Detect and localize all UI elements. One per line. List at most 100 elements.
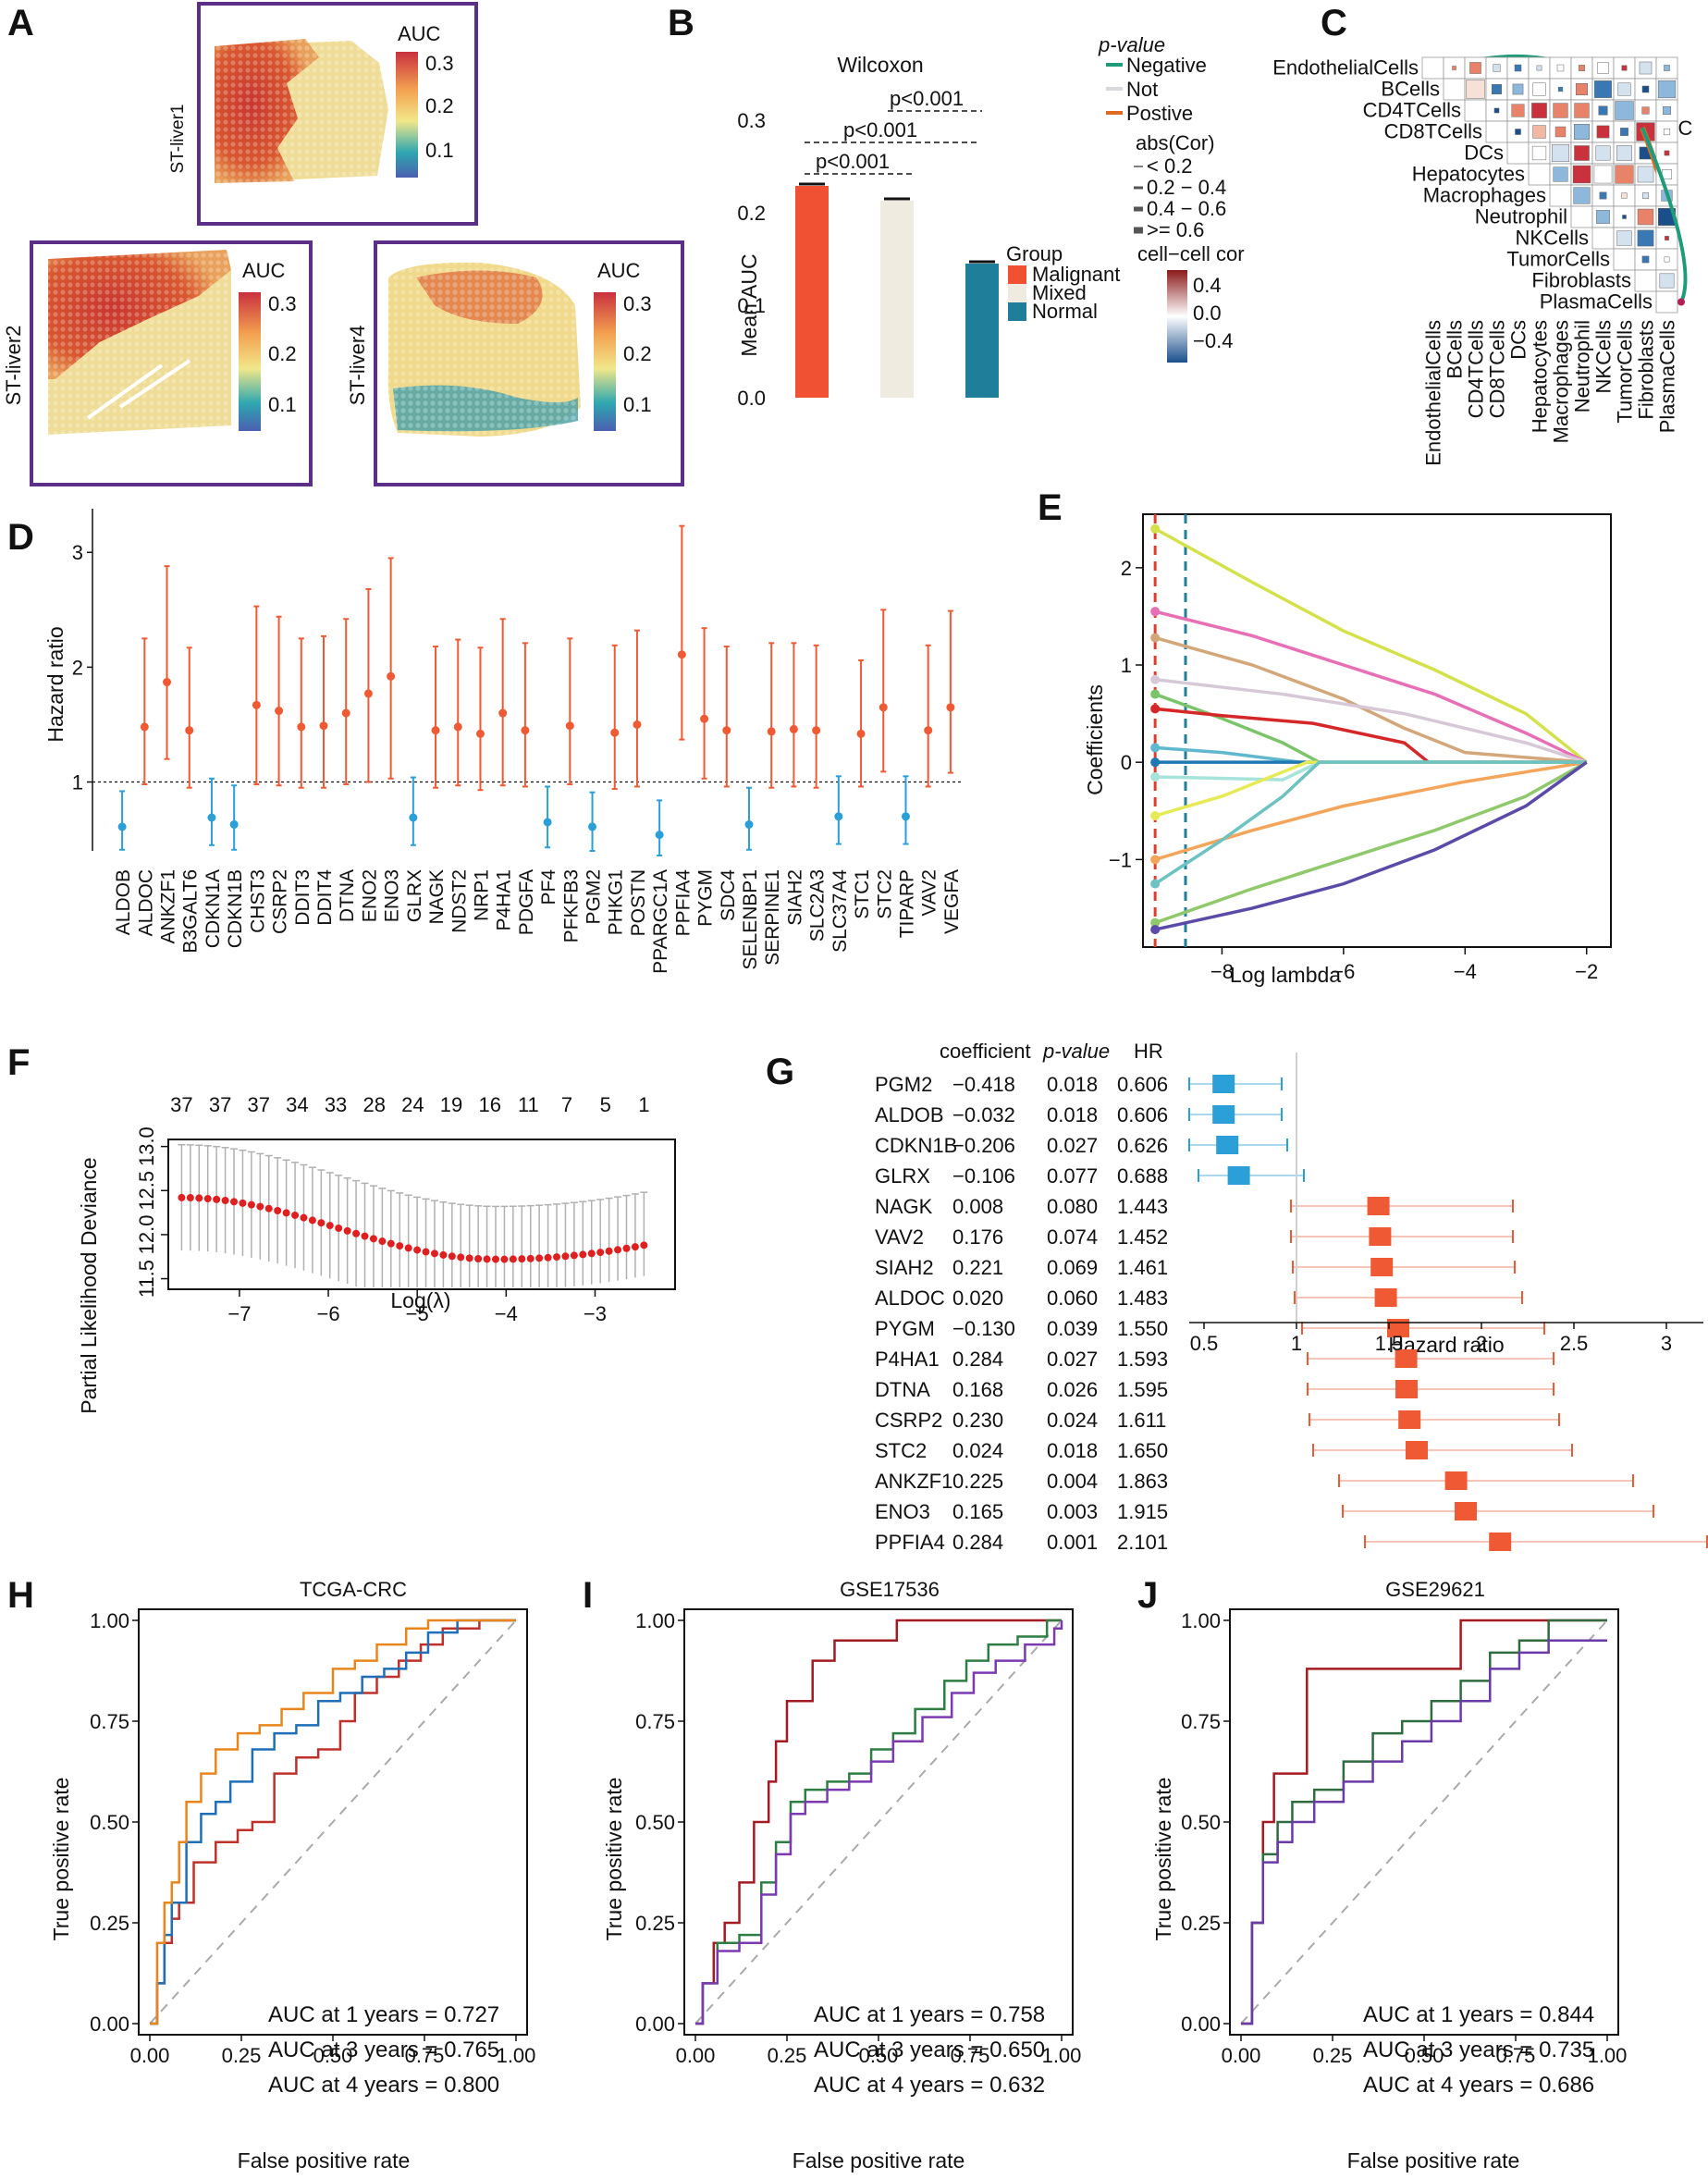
hr-point bbox=[588, 822, 597, 831]
hr-point bbox=[453, 722, 462, 732]
deviance-point bbox=[553, 1253, 561, 1262]
coefficient-start-point bbox=[1150, 704, 1161, 714]
y-tick-label: 0.2 bbox=[737, 202, 766, 225]
row-hr: 1.550 bbox=[1117, 1317, 1168, 1340]
correlation-link bbox=[1640, 127, 1688, 303]
chart-title: Wilcoxon bbox=[837, 53, 923, 77]
coefficient-start-point bbox=[1150, 925, 1161, 935]
gene-label: PYGM bbox=[695, 869, 717, 927]
colorbar-tick: 0.3 bbox=[268, 292, 297, 315]
deviance-point bbox=[640, 1241, 648, 1250]
roc-plot: 0.000.00 0.25 0.25 0.50 0.50 0.75 0.75 1.00 1.00 bbox=[1181, 1608, 1627, 2067]
legend-swatch-mixed bbox=[1008, 284, 1026, 302]
hr-point bbox=[207, 813, 216, 822]
top-tick-label: 11 bbox=[518, 1093, 539, 1116]
deviance-point bbox=[596, 1249, 605, 1257]
row-pvalue: 0.018 bbox=[1047, 1073, 1098, 1096]
deviance-point bbox=[221, 1196, 229, 1204]
gene-label: ENO3 bbox=[382, 869, 403, 922]
row-gene: CDKN1B bbox=[875, 1134, 957, 1157]
correlation-square bbox=[1639, 61, 1653, 75]
coefficient-path bbox=[1154, 635, 1587, 764]
row-gene: ENO3 bbox=[875, 1500, 930, 1523]
forest-table: PGM2 −0.418 0.018 0.606 ALDOB −0.032 0.018 0.60… bbox=[875, 1073, 1168, 1554]
correlation-square bbox=[1466, 80, 1485, 99]
y-tick-label: 0.50 bbox=[1181, 1811, 1221, 1834]
panel-label-h: H bbox=[7, 1575, 34, 1616]
x-tick-label: 0.00 bbox=[1222, 2044, 1261, 2067]
coefficient-path bbox=[1154, 609, 1588, 764]
correlation-square bbox=[1622, 215, 1627, 219]
deviance-point bbox=[387, 1239, 395, 1248]
colorbar-tick: 0.2 bbox=[268, 342, 297, 365]
colorbar-tick: 0.4 bbox=[1193, 274, 1222, 297]
x-tick-label: 0.75 bbox=[405, 2044, 445, 2067]
x-tick-label: 1.00 bbox=[497, 2044, 536, 2067]
row-coefficient: 0.168 bbox=[952, 1378, 1003, 1401]
colorbar-tick: 0.3 bbox=[623, 292, 652, 315]
x-tick-label: 3 bbox=[1661, 1332, 1672, 1355]
hr-point bbox=[946, 703, 955, 712]
gene-label: NDST2 bbox=[449, 869, 470, 933]
column-label-neutrophil: Neutrophil bbox=[1571, 320, 1594, 412]
roc-plot: 0.000.00 0.25 0.25 0.50 0.50 0.75 0.75 1.00 1.00 bbox=[635, 1608, 1081, 2067]
hr-point bbox=[879, 703, 888, 712]
deviance-point bbox=[631, 1243, 639, 1251]
correlation-square bbox=[1594, 80, 1612, 98]
matrix-cell bbox=[1613, 248, 1636, 271]
forest-plot: 0.5 1 1.5 2 2.5 3 bbox=[1188, 1053, 1708, 1551]
deviance-point bbox=[526, 1254, 535, 1262]
column-label-cd8tcells: CD8TCells bbox=[1486, 320, 1509, 418]
gene-label: PF4 bbox=[538, 869, 559, 905]
row-hr: 1.593 bbox=[1117, 1348, 1168, 1371]
correlation-square bbox=[1663, 128, 1671, 136]
top-tick-label: 37 bbox=[209, 1093, 231, 1116]
legend-label: Postive bbox=[1126, 102, 1193, 125]
bar-mixed bbox=[880, 201, 914, 398]
column-header-hr: HR bbox=[1134, 1040, 1163, 1063]
row-label-neutrophil: Neutrophil bbox=[1475, 205, 1567, 228]
hr-point bbox=[767, 727, 776, 736]
matrix-cell bbox=[1549, 184, 1572, 207]
panel-label-g: G bbox=[766, 1052, 794, 1092]
correlation-square bbox=[1621, 65, 1628, 71]
hr-box bbox=[1212, 1105, 1235, 1124]
y-tick-label: 2 bbox=[1121, 557, 1132, 580]
matrix-cell bbox=[1443, 78, 1466, 101]
y-tick-label: 13.0 bbox=[135, 1126, 158, 1166]
spatial-map-st-liver1: ST-liver1 AUC 0.3 0.2 0.1 bbox=[168, 2, 478, 226]
row-label-tumorcells: TumorCells bbox=[1506, 248, 1610, 271]
column-label-endothelialcells: EndothelialCells bbox=[1422, 320, 1445, 466]
panel-label-j: J bbox=[1137, 1575, 1158, 1616]
row-coefficient: −0.130 bbox=[952, 1317, 1015, 1340]
colorbar-tick: 0.2 bbox=[425, 94, 454, 117]
spot-texture bbox=[388, 261, 583, 438]
y-tick-label: 12.5 bbox=[135, 1171, 158, 1211]
row-gene: ALDOC bbox=[875, 1286, 945, 1310]
correlation-square bbox=[1599, 191, 1607, 200]
gene-label: ALDOB bbox=[113, 869, 134, 935]
gene-label: ENO2 bbox=[359, 869, 380, 922]
x-tick-label: −8 bbox=[1210, 960, 1234, 983]
link-endpoint bbox=[1677, 298, 1685, 306]
coefficient-start-point bbox=[1150, 811, 1161, 821]
gene-label: DTNA bbox=[337, 869, 358, 922]
row-hr: 1.863 bbox=[1117, 1470, 1168, 1493]
panel-f: F Log(λ) Partial Likelihood Deviance −7−… bbox=[7, 1042, 676, 1414]
panel-g: G coefficient p-value HR Hazard ratio PG… bbox=[766, 1040, 1708, 1554]
diagonal-reference bbox=[1240, 1619, 1608, 2025]
legend-swatch-malignant bbox=[1008, 265, 1026, 284]
column-label-tumorcells: TumorCells bbox=[1614, 320, 1637, 424]
x-tick-label: 2 bbox=[1476, 1332, 1487, 1355]
x-axis-label: Log lambda bbox=[1230, 963, 1341, 987]
top-tick-label: 7 bbox=[561, 1093, 572, 1116]
gene-label: TIPARP bbox=[896, 869, 917, 938]
gene-label: P4HA1 bbox=[494, 869, 515, 931]
row-pvalue: 0.027 bbox=[1047, 1348, 1098, 1371]
deviance-point bbox=[491, 1255, 499, 1263]
deviance-point bbox=[544, 1253, 552, 1262]
deviance-point bbox=[605, 1247, 613, 1255]
top-tick-label: 19 bbox=[440, 1093, 462, 1116]
legend-label: Mixed bbox=[1032, 281, 1087, 304]
